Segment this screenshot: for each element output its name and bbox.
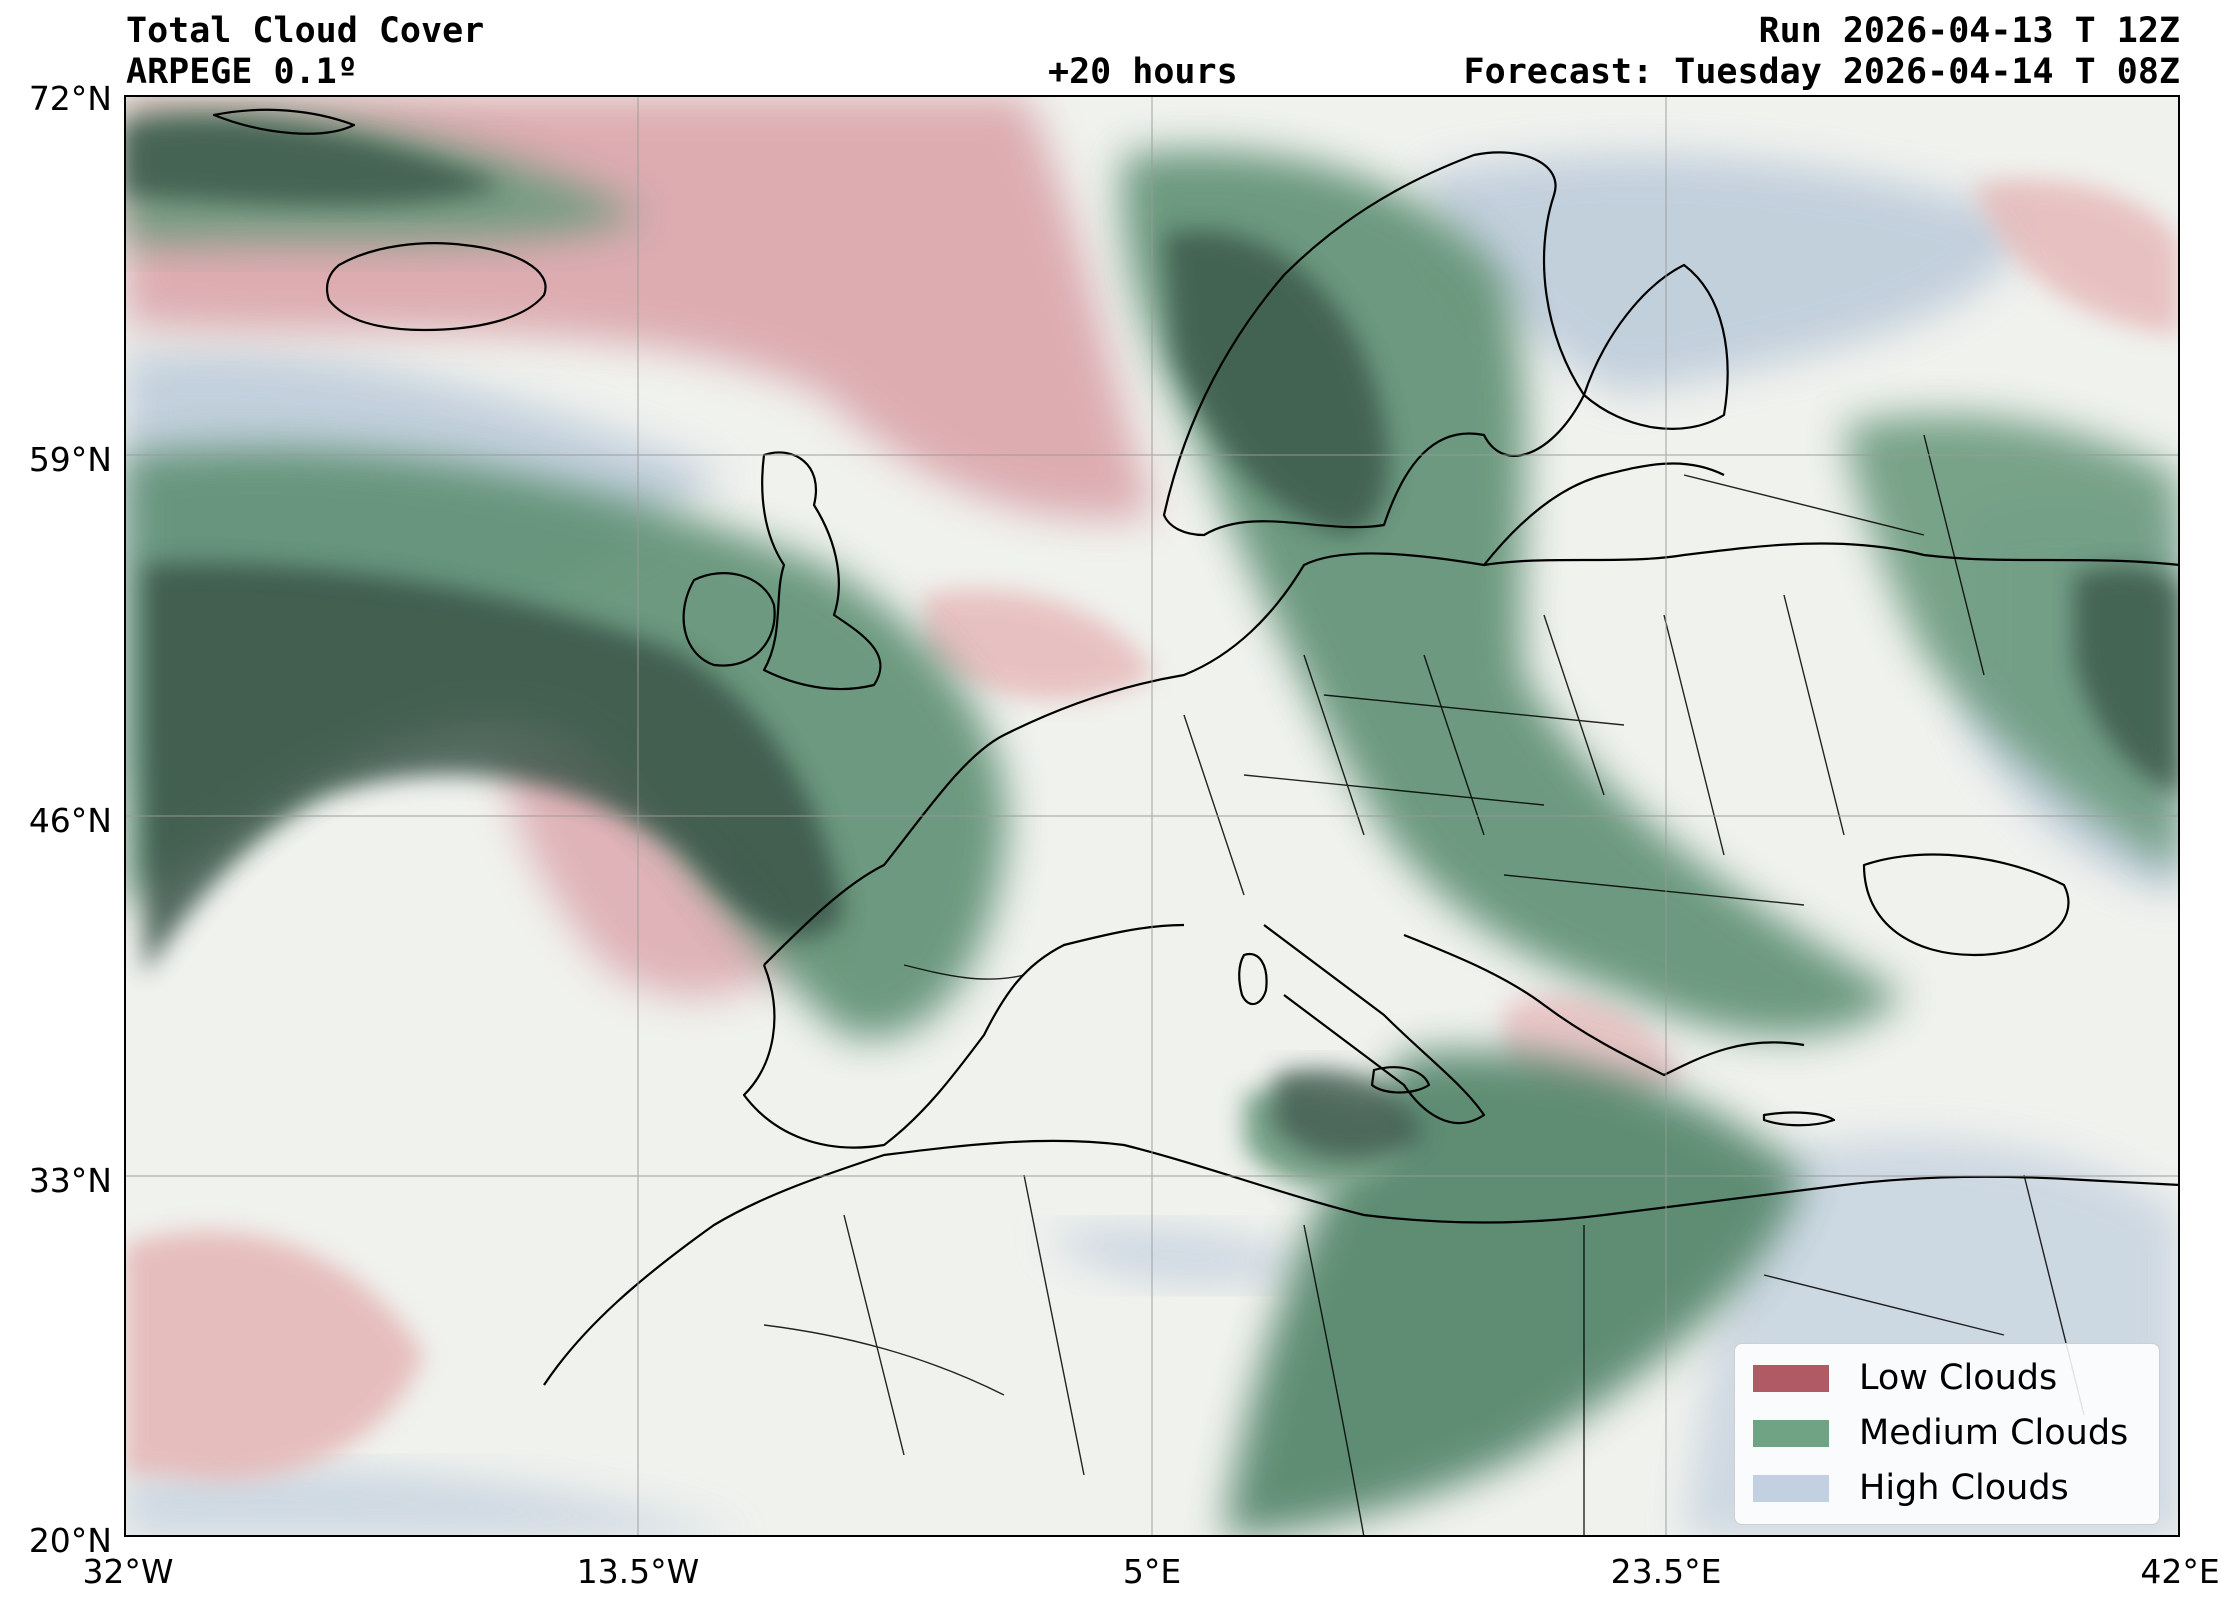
country-border [903,964,1025,980]
continental-europe-coast [763,542,2180,966]
country-border [1023,1174,1085,1476]
crete-coast [1762,1111,1836,1127]
legend-swatch-medium-clouds [1753,1419,1829,1447]
model-name: ARPEGE 0.1º [126,52,358,92]
great-britain-coast [761,451,882,691]
country-border [1543,614,1605,796]
greenland-coast [212,108,356,135]
map-title: Total Cloud Cover [126,11,485,51]
lat-tick-33: 33°N [28,1161,112,1200]
lon-tick-23-5e: 23.5°E [1610,1552,1722,1591]
lon-tick-5e: 5°E [1122,1552,1182,1591]
country-border [1243,774,1545,806]
low-cloud-area [924,589,1154,700]
lon-tick-32w: 32°W [82,1552,174,1591]
italy-coast [1263,924,1486,1125]
country-border [1303,654,1365,836]
lat-tick-72: 72°N [28,79,112,118]
legend-item-high-clouds: High Clouds [1753,1468,2069,1508]
country-border [843,1214,905,1456]
legend-item-medium-clouds: Medium Clouds [1753,1413,2128,1453]
lon-tick-13-5w: 13.5°W [576,1552,700,1591]
country-border [1303,1224,1365,1537]
lon-tick-42e: 42°E [2140,1552,2220,1591]
country-borders [763,434,2085,1537]
low-cloud-area [124,1231,424,1480]
low-cloud-area [504,743,824,998]
low-cloud-area [1974,179,2180,335]
lat-tick-46: 46°N [28,801,112,840]
legend-swatch-high-clouds [1753,1474,1829,1502]
legend-label-medium-clouds: Medium Clouds [1859,1413,2129,1453]
sicily-coast [1370,1066,1431,1094]
gridlines [124,95,2180,1537]
dense-cloud-area [1164,230,1389,535]
scandinavia-coast [1162,151,1586,537]
country-border [1423,654,1485,836]
legend-label-low-clouds: Low Clouds [1859,1358,2058,1398]
legend-label-high-clouds: High Clouds [1859,1468,2069,1508]
balkans-coast [1403,933,1805,1077]
iberia-coast [742,923,1185,1149]
baltic-coast [1483,462,1725,566]
country-border [1683,474,1925,536]
ireland-coast [682,572,776,667]
high-cloud-area [124,1467,744,1537]
forecast-time: Forecast: Tuesday 2026-04-14 T 08Z [1463,52,2180,92]
map-frame [124,95,2180,1537]
coastlines [212,108,2180,1386]
lat-tick-59: 59°N [28,440,112,479]
country-border [1663,614,1725,856]
high-cloud-area [1044,1226,1324,1285]
black-sea-coast [1862,853,2070,957]
dense-cloud-core [124,118,2180,1161]
country-border [1503,874,1805,906]
legend: Low Clouds Medium Clouds High Clouds [1734,1343,2160,1525]
lat-tick-20: 20°N [28,1521,112,1560]
dense-cloud-area [2074,566,2180,795]
sardinia-coast [1238,952,1268,1006]
iceland-coast [325,242,547,332]
country-border [1323,694,1625,726]
legend-item-low-clouds: Low Clouds [1753,1358,2057,1398]
cloud-cover-map [124,95,2180,1537]
country-border [1763,1274,2005,1336]
lead-time: +20 hours [1048,52,1238,92]
dense-cloud-area [124,118,504,205]
country-border [1783,594,1845,836]
country-border [763,1324,1005,1396]
medium-cloud-band [1844,414,2180,875]
dense-cloud-area [144,563,844,975]
high-cloud-area [1424,154,2024,395]
legend-swatch-low-clouds [1753,1364,1829,1392]
north-africa-coast [543,1139,2180,1386]
country-border [1183,714,1245,896]
finland-coast [1582,263,1729,430]
run-time: Run 2026-04-13 T 12Z [1758,11,2180,51]
country-border [1923,434,1985,676]
